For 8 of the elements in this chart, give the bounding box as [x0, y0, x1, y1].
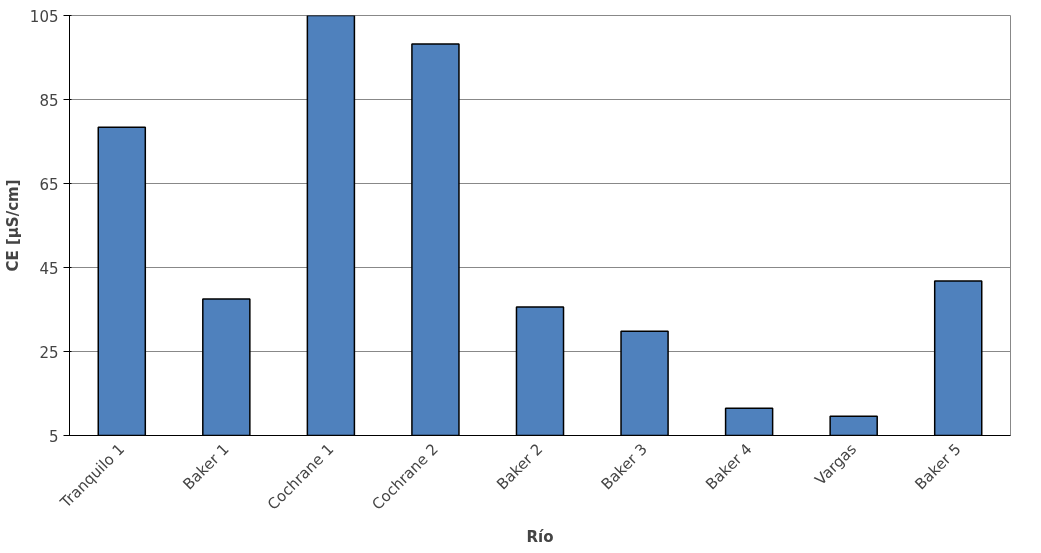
y-tick-label: 65 — [39, 175, 59, 194]
y-tick-label: 5 — [48, 427, 59, 446]
y-tick-label: 85 — [39, 91, 59, 110]
y-tick-label: 25 — [39, 343, 59, 362]
y-tick-label: 105 — [29, 7, 59, 26]
y-axis-title: CE [µS/cm] — [3, 179, 22, 272]
y-tick-label: 45 — [39, 259, 59, 278]
x-axis-title: Río — [526, 527, 554, 546]
